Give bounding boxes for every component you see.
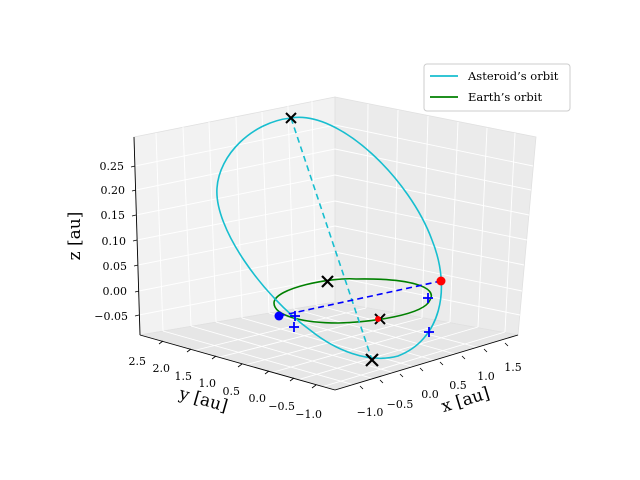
- z-axis-label: z [au]: [65, 212, 85, 261]
- y-tick-label-2: 0.0: [249, 392, 267, 405]
- marker-red-dot: [436, 276, 446, 286]
- asteroid-apsides-line: [290, 117, 373, 361]
- marker-x-centre: [321, 275, 334, 288]
- z-tick-label-4: 0.15: [101, 209, 126, 222]
- z-tick-label-5: 0.20: [101, 184, 126, 197]
- marker-plus-4: [424, 327, 434, 337]
- legend-box: [423, 63, 571, 112]
- legend: Asteroid’s orbit Earth’s orbit: [423, 63, 571, 112]
- marker-x-top: [285, 112, 297, 124]
- axis-lines: [133, 136, 519, 391]
- z-tick-label-2: 0.05: [103, 260, 128, 273]
- y-tick-label-6: 2.0: [153, 362, 171, 375]
- y-tick-label-4: 1.0: [199, 377, 217, 390]
- earth-line-of-nodes: [278, 280, 442, 317]
- z-axis-line: [133, 136, 141, 336]
- marker-plus-1: [289, 322, 299, 332]
- legend-label-asteroid: Asteroid’s orbit: [467, 69, 559, 83]
- z-tick-label-0: −0.05: [94, 310, 128, 323]
- y-axis-line: [139, 334, 336, 391]
- back-pane-xz: [334, 96, 537, 336]
- marker-plus-2: [290, 311, 300, 321]
- x-axis-ticks: −1.0 −0.5 0.0 0.5 1.0 1.5: [357, 342, 522, 419]
- x-tick-label-3: 0.5: [449, 379, 467, 392]
- y-axis-ticks: 2.5 2.0 1.5 1.0 0.5 0.0 −0.5 −1.0: [129, 340, 322, 421]
- back-pane-yz: [133, 96, 336, 336]
- z-tick-label-6: 0.25: [100, 160, 125, 173]
- x-tick-label-1: −0.5: [387, 398, 414, 411]
- x-tick-label-4: 1.0: [477, 370, 495, 383]
- series-asteroid-orbit: [216, 116, 443, 360]
- marker-plus-3: [423, 293, 433, 303]
- z-tick-label-3: 0.10: [102, 235, 127, 248]
- marker-x-bottom: [365, 353, 379, 367]
- legend-label-earth: Earth’s orbit: [468, 90, 542, 104]
- z-tick-label-1: 0.00: [103, 285, 128, 298]
- x-tick-label-2: 0.0: [421, 388, 439, 401]
- x-tick-label-5: 1.5: [504, 361, 522, 374]
- x-axis-line: [334, 334, 519, 391]
- marker-blue-dot: [274, 311, 284, 321]
- y-tick-label-3: 0.5: [223, 385, 241, 398]
- y-tick-label-0: −1.0: [295, 408, 322, 421]
- x-tick-label-0: −1.0: [357, 406, 384, 419]
- y-tick-label-1: −0.5: [268, 400, 295, 413]
- y-tick-label-5: 1.5: [175, 370, 193, 383]
- y-tick-label-7: 2.5: [129, 355, 147, 368]
- z-axis-ticks: −0.05 0.00 0.05 0.10 0.15 0.20 0.25: [94, 160, 140, 323]
- marker-red-dot-small: [375, 316, 381, 322]
